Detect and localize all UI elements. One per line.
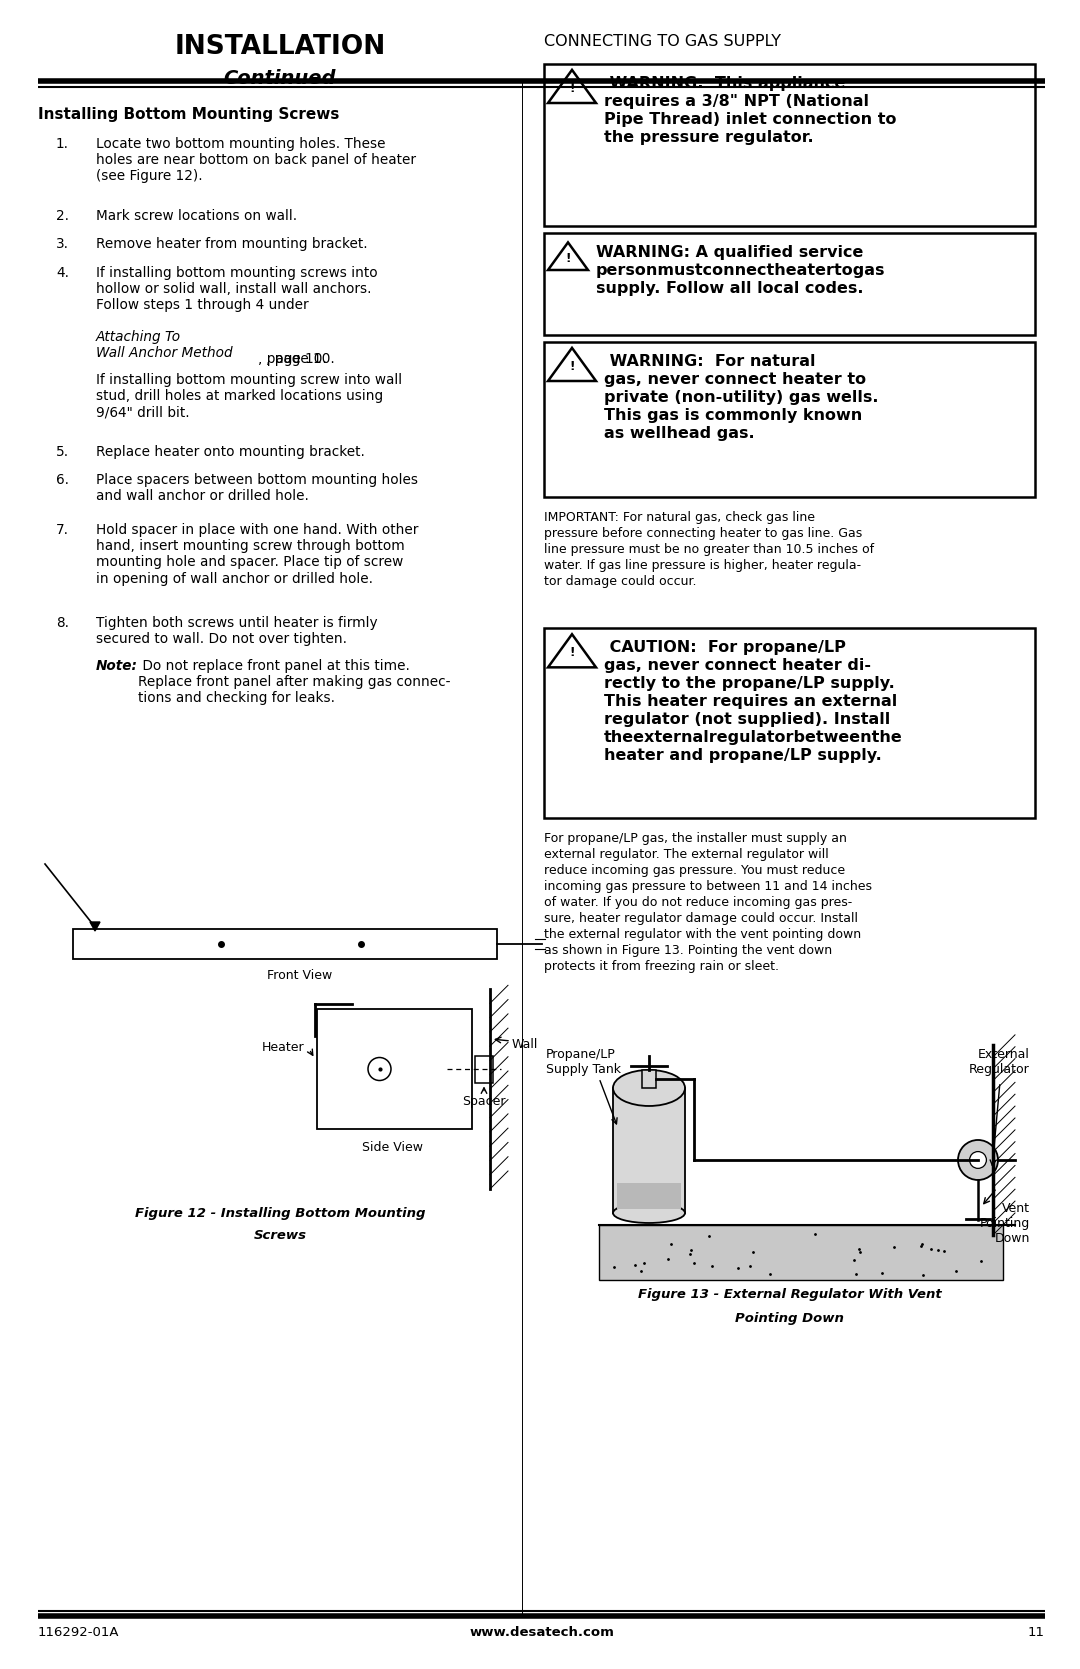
Text: !: !: [565, 252, 570, 264]
Text: Remove heater from mounting bracket.: Remove heater from mounting bracket.: [96, 237, 367, 250]
Text: , page 10.: , page 10.: [266, 352, 335, 366]
Text: CONNECTING TO GAS SUPPLY: CONNECTING TO GAS SUPPLY: [544, 33, 781, 48]
Text: !: !: [569, 82, 575, 95]
Text: www.desatech.com: www.desatech.com: [469, 1626, 613, 1639]
Text: CAUTION:  For propane/LP
gas, never connect heater di-
rectly to the propane/LP : CAUTION: For propane/LP gas, never conne…: [604, 641, 903, 763]
Text: Locate two bottom mounting holes. These
holes are near bottom on back panel of h: Locate two bottom mounting holes. These …: [96, 137, 416, 184]
Text: 7.: 7.: [56, 522, 69, 537]
Text: Mark screw locations on wall.: Mark screw locations on wall.: [96, 209, 297, 222]
Bar: [544, 628, 1035, 818]
Text: !: !: [569, 646, 575, 659]
Text: Propane/LP
Supply Tank: Propane/LP Supply Tank: [546, 1048, 621, 1077]
Text: 116292-01A: 116292-01A: [38, 1626, 120, 1639]
Text: 8.: 8.: [56, 616, 69, 629]
Text: , page 10.: , page 10.: [258, 352, 327, 366]
Bar: [475, 1055, 492, 1083]
Bar: [544, 234, 1035, 335]
Text: Installing Bottom Mounting Screws: Installing Bottom Mounting Screws: [38, 107, 339, 122]
Ellipse shape: [613, 1070, 685, 1107]
Text: IMPORTANT: For natural gas, check gas line
pressure before connecting heater to : IMPORTANT: For natural gas, check gas li…: [544, 511, 874, 587]
Polygon shape: [90, 921, 100, 931]
Text: !: !: [569, 361, 575, 374]
Text: Heater: Heater: [262, 1040, 305, 1053]
Text: WARNING:  For natural
gas, never connect heater to
private (non-utility) gas wel: WARNING: For natural gas, never connect …: [604, 354, 878, 441]
Ellipse shape: [613, 1203, 685, 1223]
Text: Continued: Continued: [224, 68, 336, 88]
Bar: [318, 1010, 472, 1128]
Text: 4.: 4.: [56, 265, 69, 279]
Text: Pointing Down: Pointing Down: [735, 1312, 843, 1325]
Text: 3.: 3.: [56, 237, 69, 250]
Text: Note:: Note:: [96, 659, 138, 673]
Text: Attaching To
Wall Anchor Method: Attaching To Wall Anchor Method: [96, 330, 232, 361]
Text: Wall: Wall: [512, 1038, 538, 1050]
Text: Side View: Side View: [362, 1142, 423, 1153]
Text: Do not replace front panel at this time.
Replace front panel after making gas co: Do not replace front panel at this time.…: [138, 659, 450, 706]
Text: Hold spacer in place with one hand. With other
hand, insert mounting screw throu: Hold spacer in place with one hand. With…: [96, 522, 418, 586]
Text: External
Regulator: External Regulator: [969, 1048, 1030, 1077]
Text: Figure 13 - External Regulator With Vent: Figure 13 - External Regulator With Vent: [637, 1288, 942, 1300]
Text: Figure 12 - Installing Bottom Mounting: Figure 12 - Installing Bottom Mounting: [135, 1207, 426, 1220]
Circle shape: [958, 1140, 998, 1180]
Bar: [613, 1088, 685, 1213]
Text: For propane/LP gas, the installer must supply an
external regulator. The externa: For propane/LP gas, the installer must s…: [544, 833, 872, 973]
Text: If installing bottom mounting screws into
hollow or solid wall, install wall anc: If installing bottom mounting screws int…: [96, 265, 378, 312]
Text: Front View: Front View: [268, 970, 333, 981]
Bar: [544, 63, 1035, 225]
Text: INSTALLATION: INSTALLATION: [174, 33, 386, 60]
Text: Screws: Screws: [254, 1228, 307, 1242]
Text: 1.: 1.: [56, 137, 69, 150]
Bar: [617, 1183, 681, 1208]
Bar: [73, 930, 497, 960]
Text: 5.: 5.: [56, 444, 69, 459]
Text: Place spacers between bottom mounting holes
and wall anchor or drilled hole.: Place spacers between bottom mounting ho…: [96, 472, 418, 502]
Bar: [599, 1225, 1003, 1280]
Text: Vent
Pointing
Down: Vent Pointing Down: [980, 1202, 1030, 1245]
Text: 11: 11: [1028, 1626, 1045, 1639]
Text: Tighten both screws until heater is firmly
secured to wall. Do not over tighten.: Tighten both screws until heater is firm…: [96, 616, 378, 646]
Text: WARNING:  This appliance
requires a 3/8" NPT (National
Pipe Thread) inlet connec: WARNING: This appliance requires a 3/8" …: [604, 77, 896, 145]
Text: 2.: 2.: [56, 209, 69, 222]
Text: WARNING: A qualified service
personmustconnectheatertogas
supply. Follow all loc: WARNING: A qualified service personmustc…: [596, 245, 886, 295]
Text: 6.: 6.: [56, 472, 69, 487]
Bar: [642, 1070, 656, 1088]
Text: Replace heater onto mounting bracket.: Replace heater onto mounting bracket.: [96, 444, 365, 459]
Circle shape: [970, 1152, 986, 1168]
Bar: [544, 342, 1035, 497]
Text: If installing bottom mounting screw into wall
stud, drill holes at marked locati: If installing bottom mounting screw into…: [96, 372, 402, 419]
Text: Spacer: Spacer: [462, 1095, 505, 1108]
